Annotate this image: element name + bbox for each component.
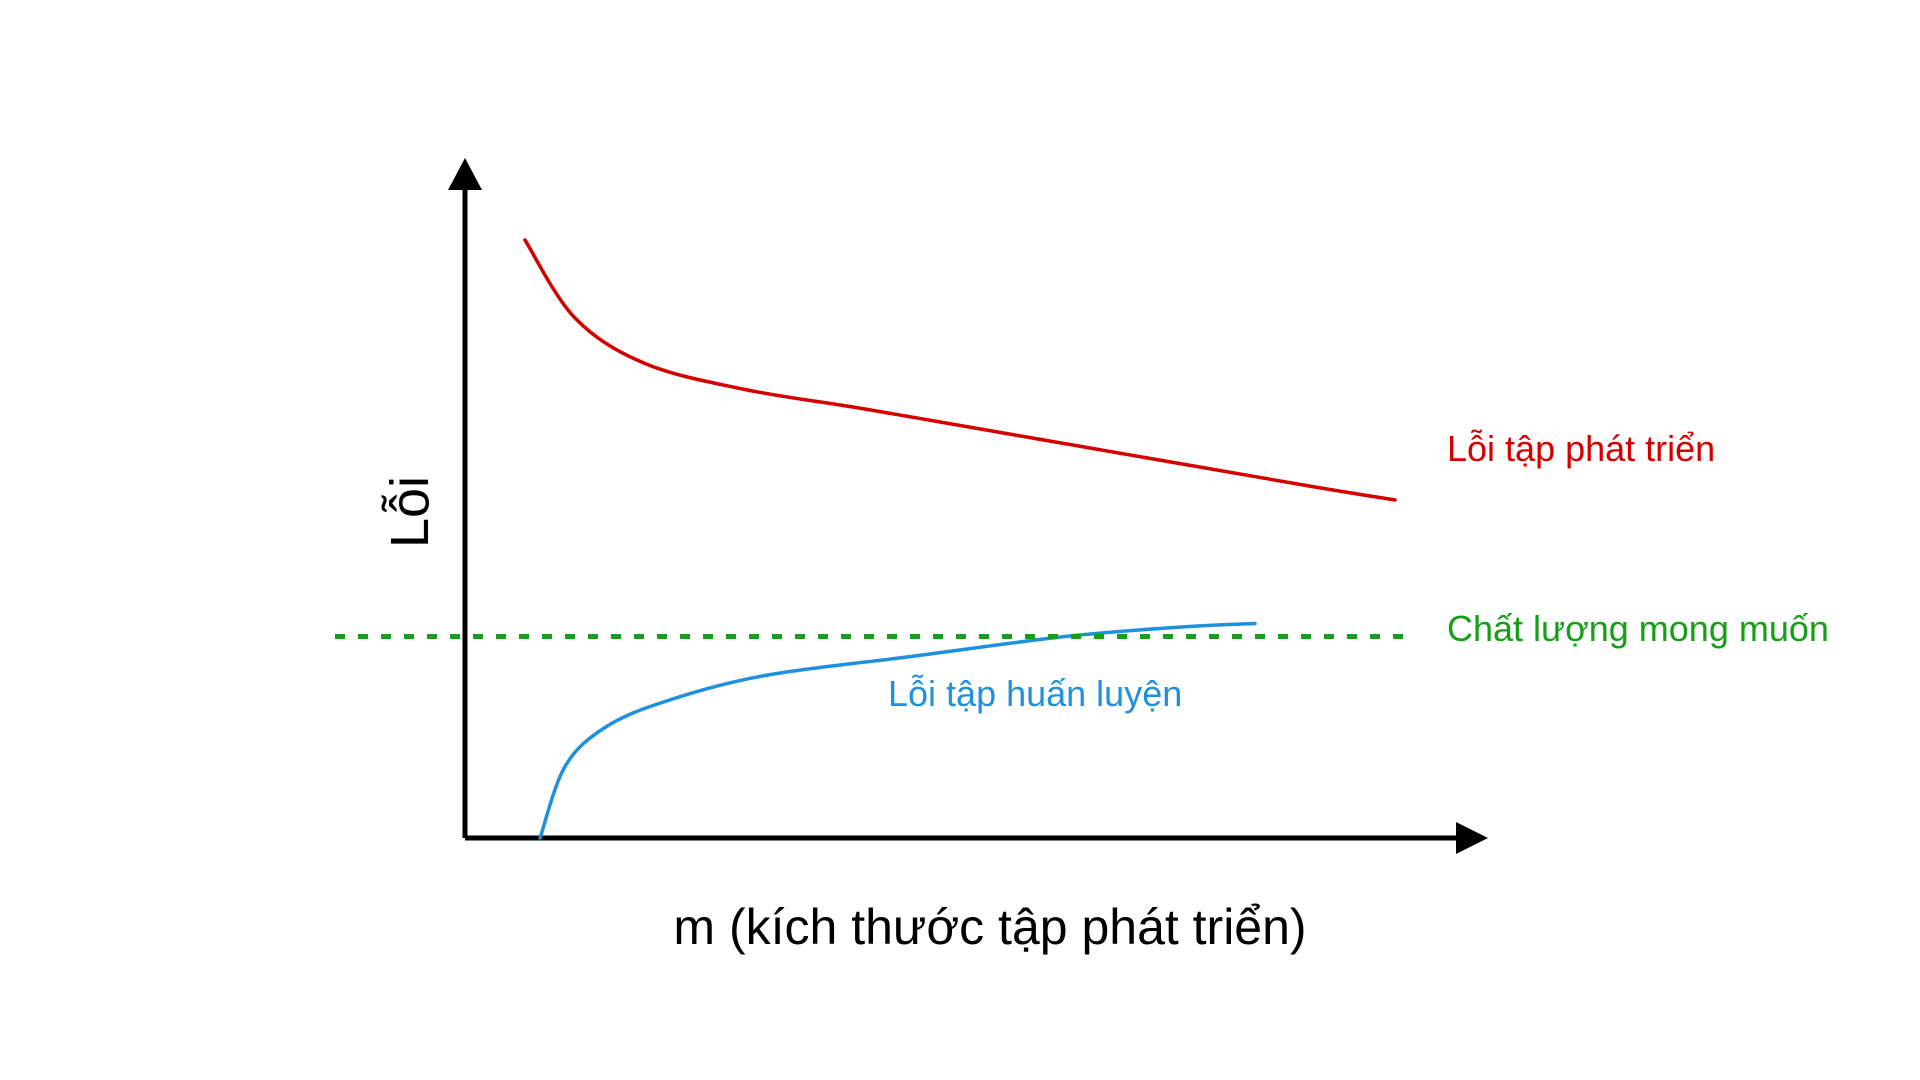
dev-error-curve [523,238,1397,502]
dev-error-label: Lỗi tập phát triển [1447,428,1716,469]
axes [448,158,1488,854]
y-axis-label: Lỗi [380,475,440,549]
series-layer [335,238,1415,840]
x-axis-label: m (kích thước tập phát triển) [673,899,1307,955]
desired-performance-label: Chất lượng mong muốn [1447,608,1829,649]
train-error-label: Lỗi tập huấn luyện [888,673,1183,714]
x-axis-arrow [1456,822,1488,854]
train-error-curve [538,621,1257,840]
y-axis-arrow [448,158,482,190]
